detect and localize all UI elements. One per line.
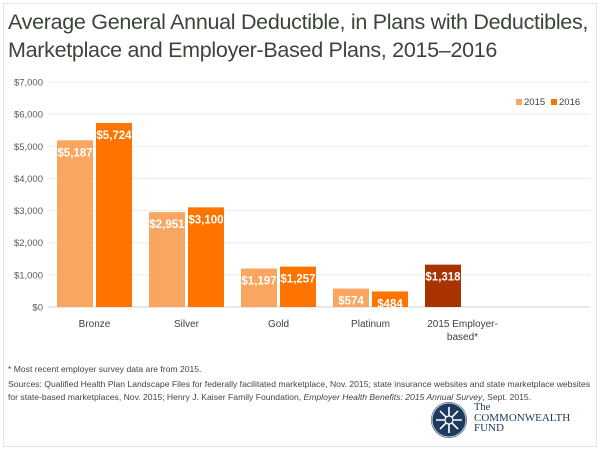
sources-italic: Employer Health Benefits: 2015 Annual Su… [303, 392, 483, 402]
sources-suffix: , Sept. 2015. [482, 392, 532, 402]
bar [241, 268, 277, 307]
data-label: $5,724 [96, 130, 132, 142]
data-label: $1,318 [425, 272, 461, 284]
bar [333, 288, 369, 307]
y-tick-label: $2,000 [14, 238, 43, 249]
bar [372, 291, 408, 307]
data-label: $1,197 [241, 276, 276, 288]
bar-chart: $0 $1,000 $2,000 $3,000 $4,000 $5,000 $6,000 $7… [14, 78, 590, 343]
data-label: $2,951 [149, 219, 185, 231]
logo-text: The COMMONWEALTH FUND [474, 402, 571, 434]
chart-title: Average General Annual Deductible, in Pl… [8, 10, 589, 62]
category-label: Platinum [351, 319, 390, 330]
logo-emblem-icon [431, 402, 467, 438]
y-tick-label: $1,000 [14, 270, 43, 281]
logo-line-3: FUND [474, 422, 504, 434]
data-label: $574 [338, 296, 364, 308]
category-label: Bronze [79, 319, 111, 330]
data-label: $1,257 [280, 274, 315, 286]
data-label: $3,100 [188, 214, 223, 226]
logo-line-2: COMMONWEALTH [474, 412, 571, 424]
y-tick-label: $3,000 [14, 206, 43, 217]
bar [280, 266, 316, 307]
category-label: based* [447, 332, 478, 343]
y-tick-label: $7,000 [14, 78, 43, 89]
logo-line-1: The [474, 402, 491, 413]
legend-label: 2015 [524, 97, 545, 108]
category-label: Silver [174, 319, 200, 330]
bar [96, 123, 132, 307]
data-label: $5,187 [57, 147, 92, 159]
footnote: * Most recent employer survey data are f… [8, 364, 202, 374]
sources-text: Sources: Qualified Health Plan Landscape… [8, 379, 591, 402]
bar [149, 212, 185, 307]
bar [425, 264, 461, 307]
legend-swatch [516, 99, 522, 105]
category-label: Gold [268, 319, 289, 330]
y-tick-label: $6,000 [14, 110, 43, 121]
category-label: 2015 Employer- [427, 319, 498, 330]
bar [188, 207, 224, 307]
bar [57, 140, 93, 307]
y-tick-label: $0 [32, 303, 43, 314]
sources-note: Sources: Qualified Health Plan Landscape… [8, 378, 593, 404]
commonwealth-fund-logo: The COMMONWEALTH FUND [430, 402, 571, 441]
y-tick-label: $4,000 [14, 174, 43, 185]
legend-label: 2016 [559, 97, 580, 108]
legend-swatch [551, 99, 557, 105]
y-tick-label: $5,000 [14, 142, 43, 153]
data-label: $484 [377, 298, 403, 310]
